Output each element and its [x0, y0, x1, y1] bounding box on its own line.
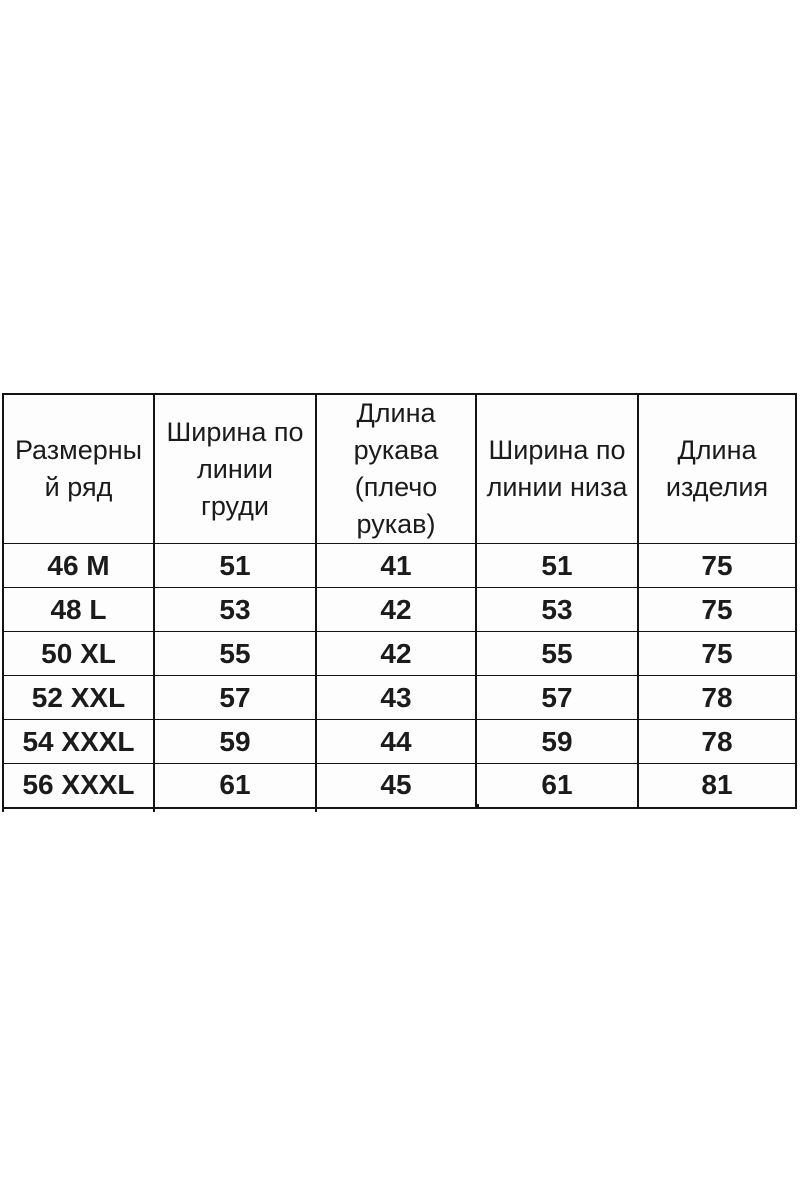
- value-cell: 78: [637, 719, 797, 764]
- header-row: Размерны й ряд Ширина по линии груди Дли…: [2, 393, 797, 544]
- value-cell: 51: [153, 543, 317, 588]
- size-cell: 52 XXL: [2, 675, 155, 720]
- value-cell: 57: [153, 675, 317, 720]
- table-edge-stub: [637, 804, 639, 809]
- size-cell: 48 L: [2, 587, 155, 632]
- header-line: Длина: [356, 398, 436, 428]
- value-cell: 78: [637, 675, 797, 720]
- value-cell: 81: [637, 763, 797, 809]
- value-cell: 51: [475, 543, 639, 588]
- table-edge-stub: [315, 804, 317, 812]
- header-line: й ряд: [44, 472, 113, 502]
- value-cell: 53: [475, 587, 639, 632]
- header-chest-width: Ширина по линии груди: [153, 393, 317, 544]
- header-line: линии: [197, 453, 273, 484]
- value-cell: 55: [475, 631, 639, 676]
- header-sleeve-length: Длина рукава (плечо рукав): [315, 393, 477, 544]
- value-cell: 57: [475, 675, 639, 720]
- value-cell: 55: [153, 631, 317, 676]
- table-row: 54 XXXL 59 44 59 78: [2, 719, 797, 764]
- header-line: Ширина по: [166, 416, 304, 447]
- header-line: рукава: [353, 435, 439, 465]
- header-line: линии низа: [486, 472, 628, 502]
- value-cell: 43: [315, 675, 477, 720]
- value-cell: 75: [637, 543, 797, 588]
- size-cell: 50 XL: [2, 631, 155, 676]
- table-row: 46 M 51 41 51 75: [2, 543, 797, 588]
- header-size-range: Размерны й ряд: [2, 393, 155, 544]
- table-row: 56 XXXL 61 45 61 81: [2, 763, 797, 809]
- value-cell: 61: [153, 763, 317, 809]
- value-cell: 42: [315, 631, 477, 676]
- header-item-length: Длина изделия: [637, 393, 797, 544]
- value-cell: 42: [315, 587, 477, 632]
- header-bottom-width: Ширина по линии низа: [475, 393, 639, 544]
- table-row: 48 L 53 42 53 75: [2, 587, 797, 632]
- header-line: Длина: [677, 435, 757, 465]
- header-line: груди: [200, 490, 269, 521]
- value-cell: 75: [637, 587, 797, 632]
- table-edge-stub: [153, 804, 155, 812]
- header-line: Ширина по: [488, 435, 626, 465]
- value-cell: 53: [153, 587, 317, 632]
- header-line: рукав): [356, 509, 436, 539]
- value-cell: 45: [315, 763, 477, 809]
- table-row: 52 XXL 57 43 57 78: [2, 675, 797, 720]
- header-line: (плечо: [354, 472, 438, 502]
- size-cell: 46 M: [2, 543, 155, 588]
- header-line: Размерны: [14, 435, 143, 465]
- value-cell: 59: [153, 719, 317, 764]
- value-cell: 75: [637, 631, 797, 676]
- size-cell: 54 XXXL: [2, 719, 155, 764]
- value-cell: 59: [475, 719, 639, 764]
- size-chart-table: Размерны й ряд Ширина по линии груди Дли…: [2, 393, 797, 809]
- table-row: 50 XL 55 42 55 75: [2, 631, 797, 676]
- header-line: изделия: [665, 472, 769, 502]
- table-edge-stub: [477, 804, 479, 809]
- value-cell: 61: [475, 763, 639, 809]
- size-cell: 56 XXXL: [2, 763, 155, 809]
- value-cell: 41: [315, 543, 477, 588]
- table-edge-stub: [2, 804, 4, 812]
- value-cell: 44: [315, 719, 477, 764]
